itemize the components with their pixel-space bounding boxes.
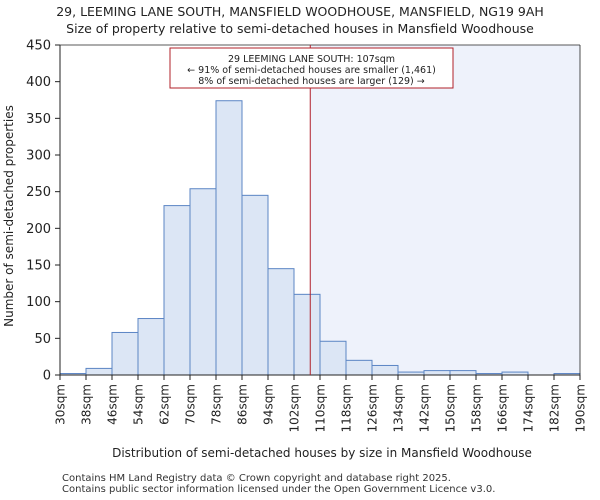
y-tick-label: 200: [26, 222, 51, 237]
x-tick-label: 70sqm: [184, 384, 198, 425]
x-axis-label: Distribution of semi-detached houses by …: [112, 446, 532, 460]
annotation-line-1: 29 LEEMING LANE SOUTH: 107sqm: [228, 54, 395, 65]
annotation-line-3: 8% of semi-detached houses are larger (1…: [198, 76, 425, 87]
y-tick-label: 100: [26, 295, 51, 310]
histogram-bar: [215, 100, 243, 376]
y-tick-label: 0: [43, 369, 51, 384]
histogram-bar: [111, 331, 139, 376]
y-tick-label: 150: [26, 259, 51, 274]
y-tick-label: 250: [26, 185, 51, 200]
chart-subtitle: Size of property relative to semi-detach…: [66, 21, 534, 36]
x-tick-label: 30sqm: [54, 384, 68, 425]
x-tick-label: 182sqm: [548, 384, 562, 432]
x-tick-label: 174sqm: [522, 384, 536, 432]
y-tick-label: 400: [26, 75, 51, 90]
y-tick-label: 450: [26, 39, 51, 54]
x-tick-label: 134sqm: [392, 384, 406, 432]
histogram-bar: [449, 370, 477, 376]
x-tick-label: 78sqm: [210, 384, 224, 425]
x-tick-label: 150sqm: [444, 384, 458, 432]
y-tick-label: 350: [26, 112, 51, 127]
histogram-bar: [293, 293, 321, 376]
y-axis-label: Number of semi-detached properties: [2, 105, 16, 327]
x-tick-label: 142sqm: [418, 384, 432, 432]
x-tick-label: 46sqm: [106, 384, 120, 425]
x-tick-label: 102sqm: [288, 384, 302, 432]
x-tick-label: 54sqm: [132, 384, 146, 425]
x-tick-label: 62sqm: [158, 384, 172, 425]
x-tick-label: 86sqm: [236, 384, 250, 425]
histogram-bar: [241, 194, 269, 376]
x-tick-label: 158sqm: [470, 384, 484, 432]
x-tick-label: 110sqm: [314, 384, 328, 432]
larger-region-shade: [310, 45, 580, 375]
histogram-bar: [163, 205, 191, 376]
histogram-bar: [319, 340, 347, 376]
histogram-bar: [423, 370, 451, 376]
x-tick-label: 166sqm: [496, 384, 510, 432]
footer-copyright: Contains HM Land Registry data © Crown c…: [62, 473, 451, 484]
histogram-bar: [85, 367, 113, 376]
annotation-box: [169, 47, 454, 89]
footer-licence: Contains public sector information licen…: [62, 484, 496, 495]
x-tick-label: 94sqm: [262, 384, 276, 425]
histogram-bar: [137, 318, 165, 376]
y-tick-label: 300: [26, 149, 51, 164]
x-tick-label: 126sqm: [366, 384, 380, 432]
histogram-bar: [267, 268, 295, 376]
histogram-bar: [345, 359, 373, 376]
histogram-bar: [371, 364, 399, 376]
annotation-line-2: ← 91% of semi-detached houses are smalle…: [187, 65, 436, 76]
x-tick-label: 190sqm: [574, 384, 588, 432]
y-tick-label: 50: [34, 332, 51, 347]
histogram-bar: [189, 188, 217, 376]
chart-title: 29, LEEMING LANE SOUTH, MANSFIELD WOODHO…: [56, 4, 544, 19]
x-tick-label: 38sqm: [80, 384, 94, 425]
x-tick-label: 118sqm: [340, 384, 354, 432]
